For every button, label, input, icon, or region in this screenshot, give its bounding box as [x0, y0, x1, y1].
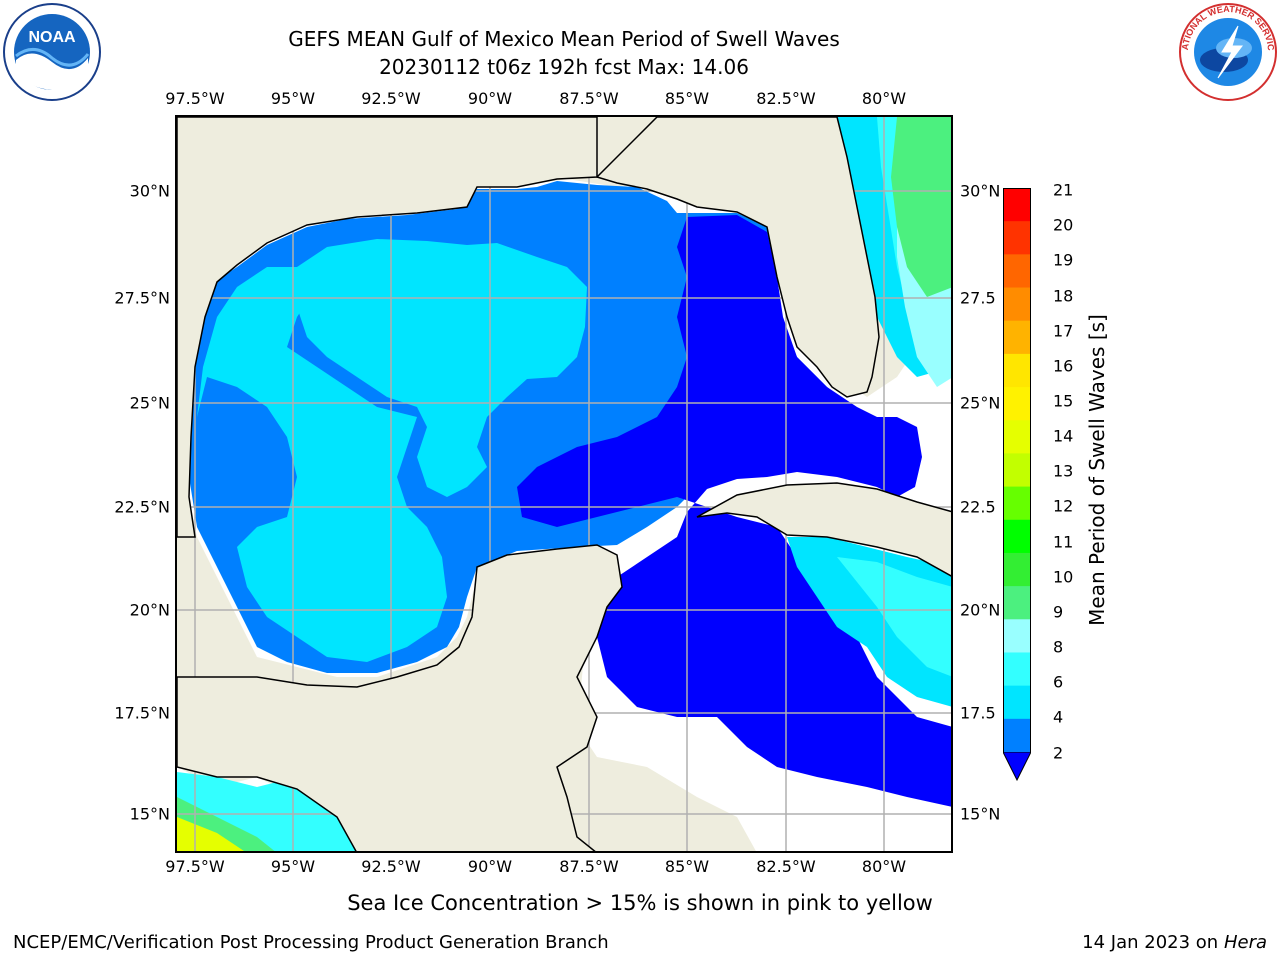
lat-tick-left: 17.5°N	[114, 703, 170, 723]
lon-tick-bottom: 92.5°W	[361, 857, 421, 876]
lon-tick-top: 97.5°W	[165, 89, 225, 108]
map-panel	[175, 115, 953, 853]
colorbar-label: Mean Period of Swell Waves [s]	[1085, 314, 1109, 626]
lon-tick-top: 92.5°W	[361, 89, 421, 108]
colorbar-tick: 9	[1053, 602, 1064, 622]
contour-9-10-atlantic	[891, 117, 951, 297]
colorbar-tick: 15	[1053, 391, 1074, 411]
colorbar-tick: 17	[1053, 321, 1074, 341]
colorbar-extend	[1002, 751, 1032, 782]
lat-tick-right: 22.5	[960, 497, 996, 517]
noaa-logo: NOAA	[2, 2, 102, 102]
lon-tick-bottom: 90°W	[467, 857, 513, 876]
lat-tick-left: 27.5°N	[114, 288, 170, 308]
lon-tick-bottom: 85°W	[664, 857, 710, 876]
colorbar-band	[1003, 519, 1031, 554]
colorbar-tick: 14	[1053, 426, 1074, 446]
contour-6-8-caribbean	[837, 557, 951, 677]
colorbar-band	[1003, 188, 1031, 222]
footer-right: 14 Jan 2023 on Hera	[1082, 932, 1267, 953]
lat-tick-left: 30°N	[129, 181, 170, 201]
title-line-1: GEFS MEAN Gulf of Mexico Mean Period of …	[288, 27, 840, 51]
colorbar-tick: 2	[1053, 743, 1064, 763]
lat-tick-right: 20°N	[960, 600, 1001, 620]
lon-tick-top: 85°W	[664, 89, 710, 108]
footer-left: NCEP/EMC/Verification Post Processing Pr…	[13, 932, 609, 953]
cuba-land	[696, 482, 951, 577]
colorbar-band	[1003, 387, 1031, 421]
colorbar-tick: 18	[1053, 286, 1074, 306]
colorbar	[1003, 188, 1031, 782]
florida-land	[595, 117, 880, 398]
colorbar-band	[1003, 586, 1031, 620]
colorbar-band	[1003, 619, 1031, 653]
lat-tick-right: 27.5	[960, 288, 996, 308]
colorbar-band	[1003, 420, 1031, 454]
svg-text:NOAA: NOAA	[28, 29, 76, 46]
colorbar-svg	[1003, 188, 1031, 753]
lon-tick-top: 87.5°W	[559, 89, 619, 108]
colorbar-band	[1003, 287, 1031, 322]
colorbar-band	[1003, 221, 1031, 255]
colorbar-tick: 13	[1053, 461, 1074, 481]
colorbar-tick: 16	[1053, 356, 1074, 376]
colorbar-tick: 10	[1053, 567, 1074, 587]
lat-tick-left: 25°N	[129, 393, 170, 413]
nws-logo: NATIONAL WEATHER SERVICE	[1175, 0, 1278, 102]
lat-tick-right: 15°N	[960, 804, 1001, 824]
lon-tick-bottom: 82.5°W	[756, 857, 816, 876]
colorbar-tick: 19	[1053, 250, 1074, 270]
texas-land	[177, 117, 598, 538]
colorbar-band	[1003, 453, 1031, 488]
lon-tick-top: 80°W	[861, 89, 907, 108]
contour-4-6-west	[197, 267, 447, 662]
lon-tick-bottom: 80°W	[861, 857, 907, 876]
colorbar-band	[1003, 652, 1031, 687]
colorbar-tick: 21	[1053, 180, 1074, 200]
lat-tick-right: 30°N	[960, 181, 1001, 201]
contour-below-2	[517, 215, 951, 807]
lat-tick-left: 22.5°N	[114, 497, 170, 517]
colorbar-band	[1003, 353, 1031, 388]
title-line-2: 20230112 t06z 192h fcst Max: 14.06	[379, 55, 749, 79]
lon-tick-bottom: 95°W	[270, 857, 316, 876]
colorbar-tick: 11	[1053, 532, 1074, 552]
colorbar-tick: 12	[1053, 496, 1074, 516]
lat-tick-left: 15°N	[129, 804, 170, 824]
lat-tick-right: 25°N	[960, 393, 1001, 413]
yucatan-land	[177, 544, 623, 851]
contour-4-6-north	[297, 239, 587, 497]
lat-tick-right: 17.5	[960, 703, 996, 723]
lon-tick-top: 95°W	[270, 89, 316, 108]
colorbar-tick: 8	[1053, 637, 1064, 657]
colorbar-band	[1003, 685, 1031, 720]
lat-tick-left: 20°N	[129, 600, 170, 620]
lon-tick-bottom: 97.5°W	[165, 857, 225, 876]
colorbar-band	[1003, 320, 1031, 355]
colorbar-tick: 20	[1053, 215, 1074, 235]
lon-tick-top: 90°W	[467, 89, 513, 108]
colorbar-band	[1003, 254, 1031, 289]
footer-right-date: 14 Jan 2023 on	[1082, 932, 1224, 953]
footer-right-host: Hera	[1223, 932, 1267, 953]
colorbar-tick: 4	[1053, 707, 1064, 727]
colorbar-band	[1003, 552, 1031, 587]
pacific-yellow	[177, 817, 244, 851]
lon-tick-top: 82.5°W	[756, 89, 816, 108]
colorbar-tick: 6	[1053, 672, 1064, 692]
caption: Sea Ice Concentration > 15% is shown in …	[347, 891, 933, 915]
lon-tick-bottom: 87.5°W	[559, 857, 619, 876]
colorbar-band	[1003, 486, 1031, 521]
colorbar-band	[1003, 718, 1031, 753]
